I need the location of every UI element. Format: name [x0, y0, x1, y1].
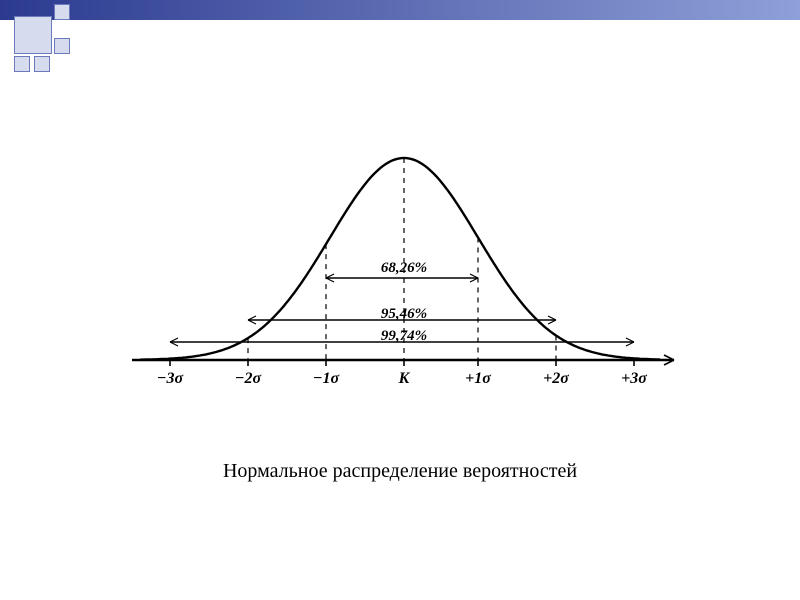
xlabel-minus-3sigma: −3σ — [157, 370, 183, 388]
chart-caption: Нормальное распределение вероятностей — [0, 460, 800, 483]
xlabel-plus-3sigma: +3σ — [621, 370, 647, 388]
x-axis-labels: −3σ −2σ −1σ K +1σ +2σ +3σ — [120, 370, 680, 400]
xlabel-minus-2sigma: −2σ — [235, 370, 261, 388]
sigma3-label: 99,74% — [381, 328, 427, 345]
xlabel-plus-2sigma: +2σ — [543, 370, 569, 388]
xlabel-mean: K — [399, 370, 410, 388]
xlabel-plus-1sigma: +1σ — [465, 370, 491, 388]
sigma2-label: 95,46% — [381, 306, 427, 323]
sigma1-label: 68,26% — [381, 260, 427, 277]
xlabel-minus-1sigma: −1σ — [313, 370, 339, 388]
normal-distribution-chart: 68,26% 95,46% 99,74% −3σ −2σ −1σ K +1σ +… — [120, 140, 680, 420]
top-gradient-bar — [0, 0, 800, 20]
